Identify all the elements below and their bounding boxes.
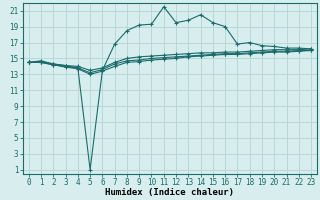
X-axis label: Humidex (Indice chaleur): Humidex (Indice chaleur)	[105, 188, 235, 197]
